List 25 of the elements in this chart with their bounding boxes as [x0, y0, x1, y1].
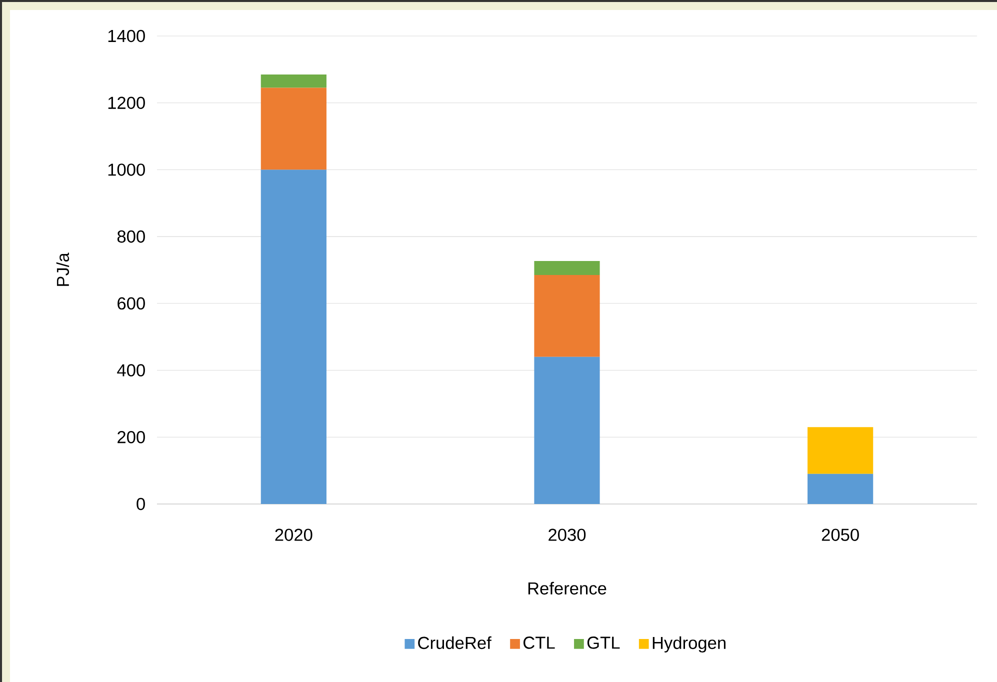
y-tick-label: 800: [117, 230, 145, 243]
y-tick-label: 600: [118, 297, 145, 310]
bar: [260, 170, 326, 504]
y-axis-title: PJ/a: [56, 252, 70, 286]
bar: [534, 356, 600, 504]
y-tick-label: 0: [136, 498, 145, 510]
y-tick-label: 400: [117, 364, 145, 376]
bar: [808, 474, 874, 504]
bar: [260, 74, 326, 88]
y-tick-label: 1000: [108, 164, 145, 176]
bar: [808, 427, 874, 474]
y-tick-label: 1200: [108, 96, 145, 109]
legend-label: CrudeRef: [418, 636, 492, 650]
y-tick-label: 200: [118, 430, 145, 444]
bar: [260, 88, 326, 170]
legend-label: CTL: [523, 636, 555, 649]
bar: [534, 260, 600, 276]
x-axis-title: Reference: [528, 582, 606, 595]
x-tick-label: 2050: [822, 528, 859, 541]
bar: [534, 275, 600, 357]
y-tick-label: 1400: [108, 30, 145, 42]
legend-label: Hydrogen: [652, 636, 726, 652]
x-tick-label: 2020: [275, 528, 312, 541]
x-tick-label: 2030: [548, 528, 586, 541]
legend-label: GTL: [587, 636, 620, 649]
